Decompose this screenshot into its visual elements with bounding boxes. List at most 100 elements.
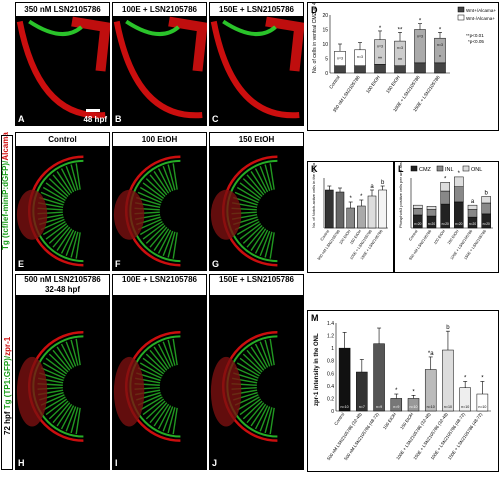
sig-mark: ** <box>378 56 382 62</box>
sig-mark: * <box>379 26 382 32</box>
y-tick-label: 1.4 <box>327 321 334 327</box>
x-tick-label: 150 EtOH <box>447 229 460 245</box>
bar-inl <box>467 209 478 218</box>
error-bar <box>359 199 364 206</box>
error-bar <box>378 30 382 40</box>
sig-mark: * <box>481 375 484 381</box>
sig-mark: * <box>349 196 352 202</box>
panel-label-l: L <box>398 164 404 174</box>
row2-header-2: 150 EtOH <box>209 132 304 147</box>
chart-k-box: K No. of Notch-active cells in the retina… <box>307 145 394 273</box>
bar-onl <box>440 182 450 192</box>
x-tick-label: 500 nM LSN2105786 (48-72) <box>343 411 380 461</box>
error-bar <box>418 23 422 30</box>
row1-micrograph-1: B <box>112 16 207 126</box>
n-label: n=3 <box>437 43 443 47</box>
panel-letter: H <box>18 458 25 468</box>
sig-mark: * <box>419 19 422 25</box>
bar <box>357 205 366 229</box>
bar-inl <box>454 186 464 203</box>
bar-wnt-pos <box>374 64 386 74</box>
x-tick-label: 100 EtOH <box>365 75 381 94</box>
bar <box>338 347 351 412</box>
bar-wnt-pos <box>354 65 366 74</box>
chart-m: M 0 0.2 0.4 0.6 0.8 1 1.2 1.4 zpr-1 intensity in … <box>311 313 491 461</box>
error-bar <box>377 327 382 344</box>
panel-label-k: K <box>311 164 318 174</box>
retina-image <box>16 155 84 267</box>
legend-item: CMZ <box>419 167 432 173</box>
n-label: n=3 <box>417 35 423 39</box>
panel-letter: B <box>115 114 122 124</box>
sig-mark: ** <box>398 58 402 64</box>
panel-letter: F <box>115 259 121 269</box>
error-bar <box>338 43 342 52</box>
n-label: n=10 <box>444 405 452 409</box>
y-tick-label: 0.2 <box>327 396 334 402</box>
row1-micrograph-0: A 48 hpf <box>15 16 110 126</box>
y-tick-label: 10 <box>322 42 328 48</box>
n-label: n=20 <box>428 222 435 226</box>
sig-mark: * <box>360 194 363 200</box>
y-tick-label: 15 <box>322 28 328 34</box>
bar <box>442 349 454 412</box>
sig-mark: a <box>370 184 374 190</box>
row2-header-0: Control <box>15 132 110 147</box>
sig-mark: * <box>444 176 447 182</box>
x-tick-label: 100 EtOH <box>382 412 397 431</box>
error-bar <box>327 185 332 190</box>
sig-mark: * <box>412 389 415 395</box>
panel-letter: G <box>212 259 220 269</box>
sig-mark: b <box>381 180 385 186</box>
x-tick-label: Control <box>320 229 330 241</box>
row2-header-1: 100 EtOH <box>112 132 207 147</box>
n-label: n=3 <box>397 46 403 50</box>
legend-swatch <box>436 165 444 172</box>
n-label: n=9 <box>376 405 382 409</box>
bar-wnt-pos <box>414 62 426 74</box>
n-label: n=7 <box>359 405 365 409</box>
sig-mark: * <box>458 171 461 177</box>
bar-onl <box>467 204 478 210</box>
panel-label-m: M <box>311 313 319 323</box>
x-tick-label: 500 nM LSN2105786 <box>317 229 341 261</box>
n-label: n=3 <box>337 56 343 60</box>
bar <box>373 343 385 412</box>
side-label2-green: Tg (TP1:GFP)/ <box>3 355 12 410</box>
sig-mark: * <box>439 55 441 61</box>
sig-mark: * <box>439 27 442 33</box>
panel-letter: J <box>212 458 218 468</box>
sig-mark: *a <box>428 351 434 357</box>
error-bar <box>394 393 399 399</box>
scale-bar <box>86 109 100 112</box>
y-tick-label: 0 <box>331 409 334 415</box>
error-bar <box>428 356 433 370</box>
retina-image <box>210 331 278 442</box>
y-tick-label: 5 <box>325 57 328 63</box>
row23-side-label-box <box>1 135 13 470</box>
legend-swatch <box>462 165 470 172</box>
n-label: n=9 <box>393 405 399 409</box>
n-label: n=20 <box>469 222 476 226</box>
error-bar <box>370 189 374 196</box>
x-tick-label: 500 nM LSN2105786 (32-48) <box>326 411 363 461</box>
panel-letter: E <box>18 259 25 269</box>
side-label2-red: zpr-1 <box>3 336 12 356</box>
row3-header-2: 150E + LSN2105786 <box>209 274 304 296</box>
n-label: n=20 <box>483 222 490 226</box>
x-tick-label: Control <box>408 229 418 241</box>
sig-mark: * <box>464 375 467 381</box>
bar-onl <box>481 196 491 204</box>
bar-inl <box>426 209 437 217</box>
bar-onl <box>454 176 464 187</box>
row3-micrograph-2: J <box>209 296 304 470</box>
row3-micrograph-1: I <box>112 296 207 470</box>
row1-micrograph-2: C <box>209 16 304 126</box>
n-label: n=10 <box>341 405 349 409</box>
row3-header-1: 100E + LSN2105786 <box>112 274 207 296</box>
panel-letter: A <box>18 114 25 124</box>
retina-image <box>113 155 181 267</box>
legend-item: Wnt+/Alcama+ <box>466 8 496 13</box>
error-bar <box>438 32 442 39</box>
y-tick-label: 20 <box>322 13 328 19</box>
